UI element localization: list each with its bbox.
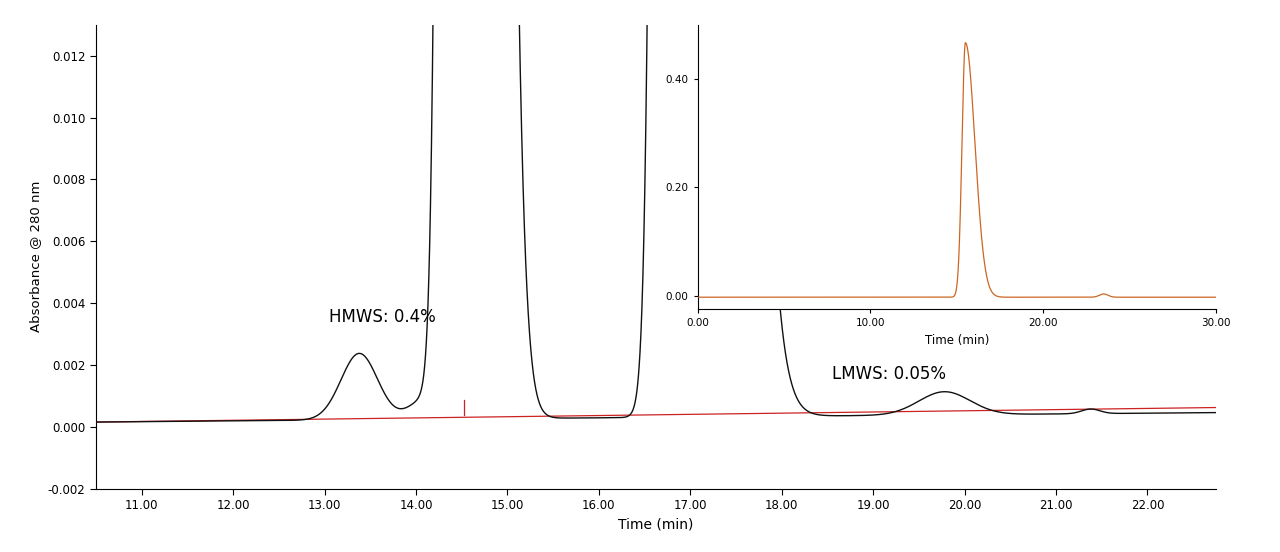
Text: HMWS: 0.4%: HMWS: 0.4%: [329, 307, 436, 326]
X-axis label: Time (min): Time (min): [924, 334, 989, 347]
X-axis label: Time (min): Time (min): [618, 517, 694, 532]
Text: LMWS: 0.05%: LMWS: 0.05%: [832, 365, 946, 383]
Y-axis label: Absorbance @ 280 nm: Absorbance @ 280 nm: [29, 181, 42, 332]
